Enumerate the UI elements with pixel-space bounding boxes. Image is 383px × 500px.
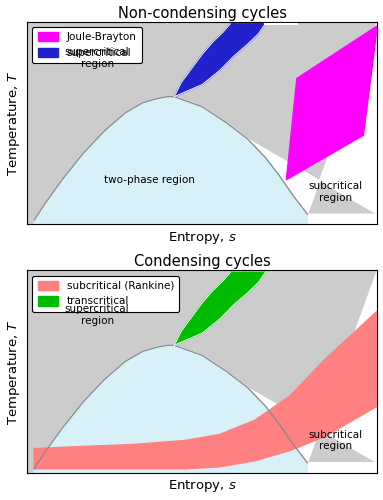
Polygon shape bbox=[174, 24, 265, 97]
Text: supercritical
region: supercritical region bbox=[65, 304, 129, 326]
Text: subcritical
region: subcritical region bbox=[308, 430, 362, 452]
Polygon shape bbox=[286, 26, 377, 180]
Text: two-phase region: two-phase region bbox=[104, 174, 195, 184]
Polygon shape bbox=[174, 346, 377, 473]
Polygon shape bbox=[174, 22, 377, 214]
X-axis label: Entropy, $s$: Entropy, $s$ bbox=[168, 478, 237, 494]
Title: Non-condensing cycles: Non-condensing cycles bbox=[118, 6, 287, 20]
Legend: Joule-Brayton, supercritical: Joule-Brayton, supercritical bbox=[32, 27, 142, 63]
Polygon shape bbox=[174, 270, 377, 463]
Title: Condensing cycles: Condensing cycles bbox=[134, 254, 271, 269]
Polygon shape bbox=[174, 96, 377, 224]
Text: supercritical
region: supercritical region bbox=[65, 48, 129, 69]
Polygon shape bbox=[34, 96, 308, 224]
Polygon shape bbox=[174, 272, 265, 345]
Polygon shape bbox=[34, 346, 308, 473]
Y-axis label: Temperature, $T$: Temperature, $T$ bbox=[6, 318, 21, 424]
X-axis label: Entropy, $s$: Entropy, $s$ bbox=[168, 230, 237, 246]
Polygon shape bbox=[34, 311, 377, 469]
Y-axis label: Temperature, $T$: Temperature, $T$ bbox=[6, 70, 21, 176]
Text: subcritical
region: subcritical region bbox=[308, 181, 362, 203]
Legend: subcritical (Rankine), transcritical: subcritical (Rankine), transcritical bbox=[32, 276, 179, 312]
